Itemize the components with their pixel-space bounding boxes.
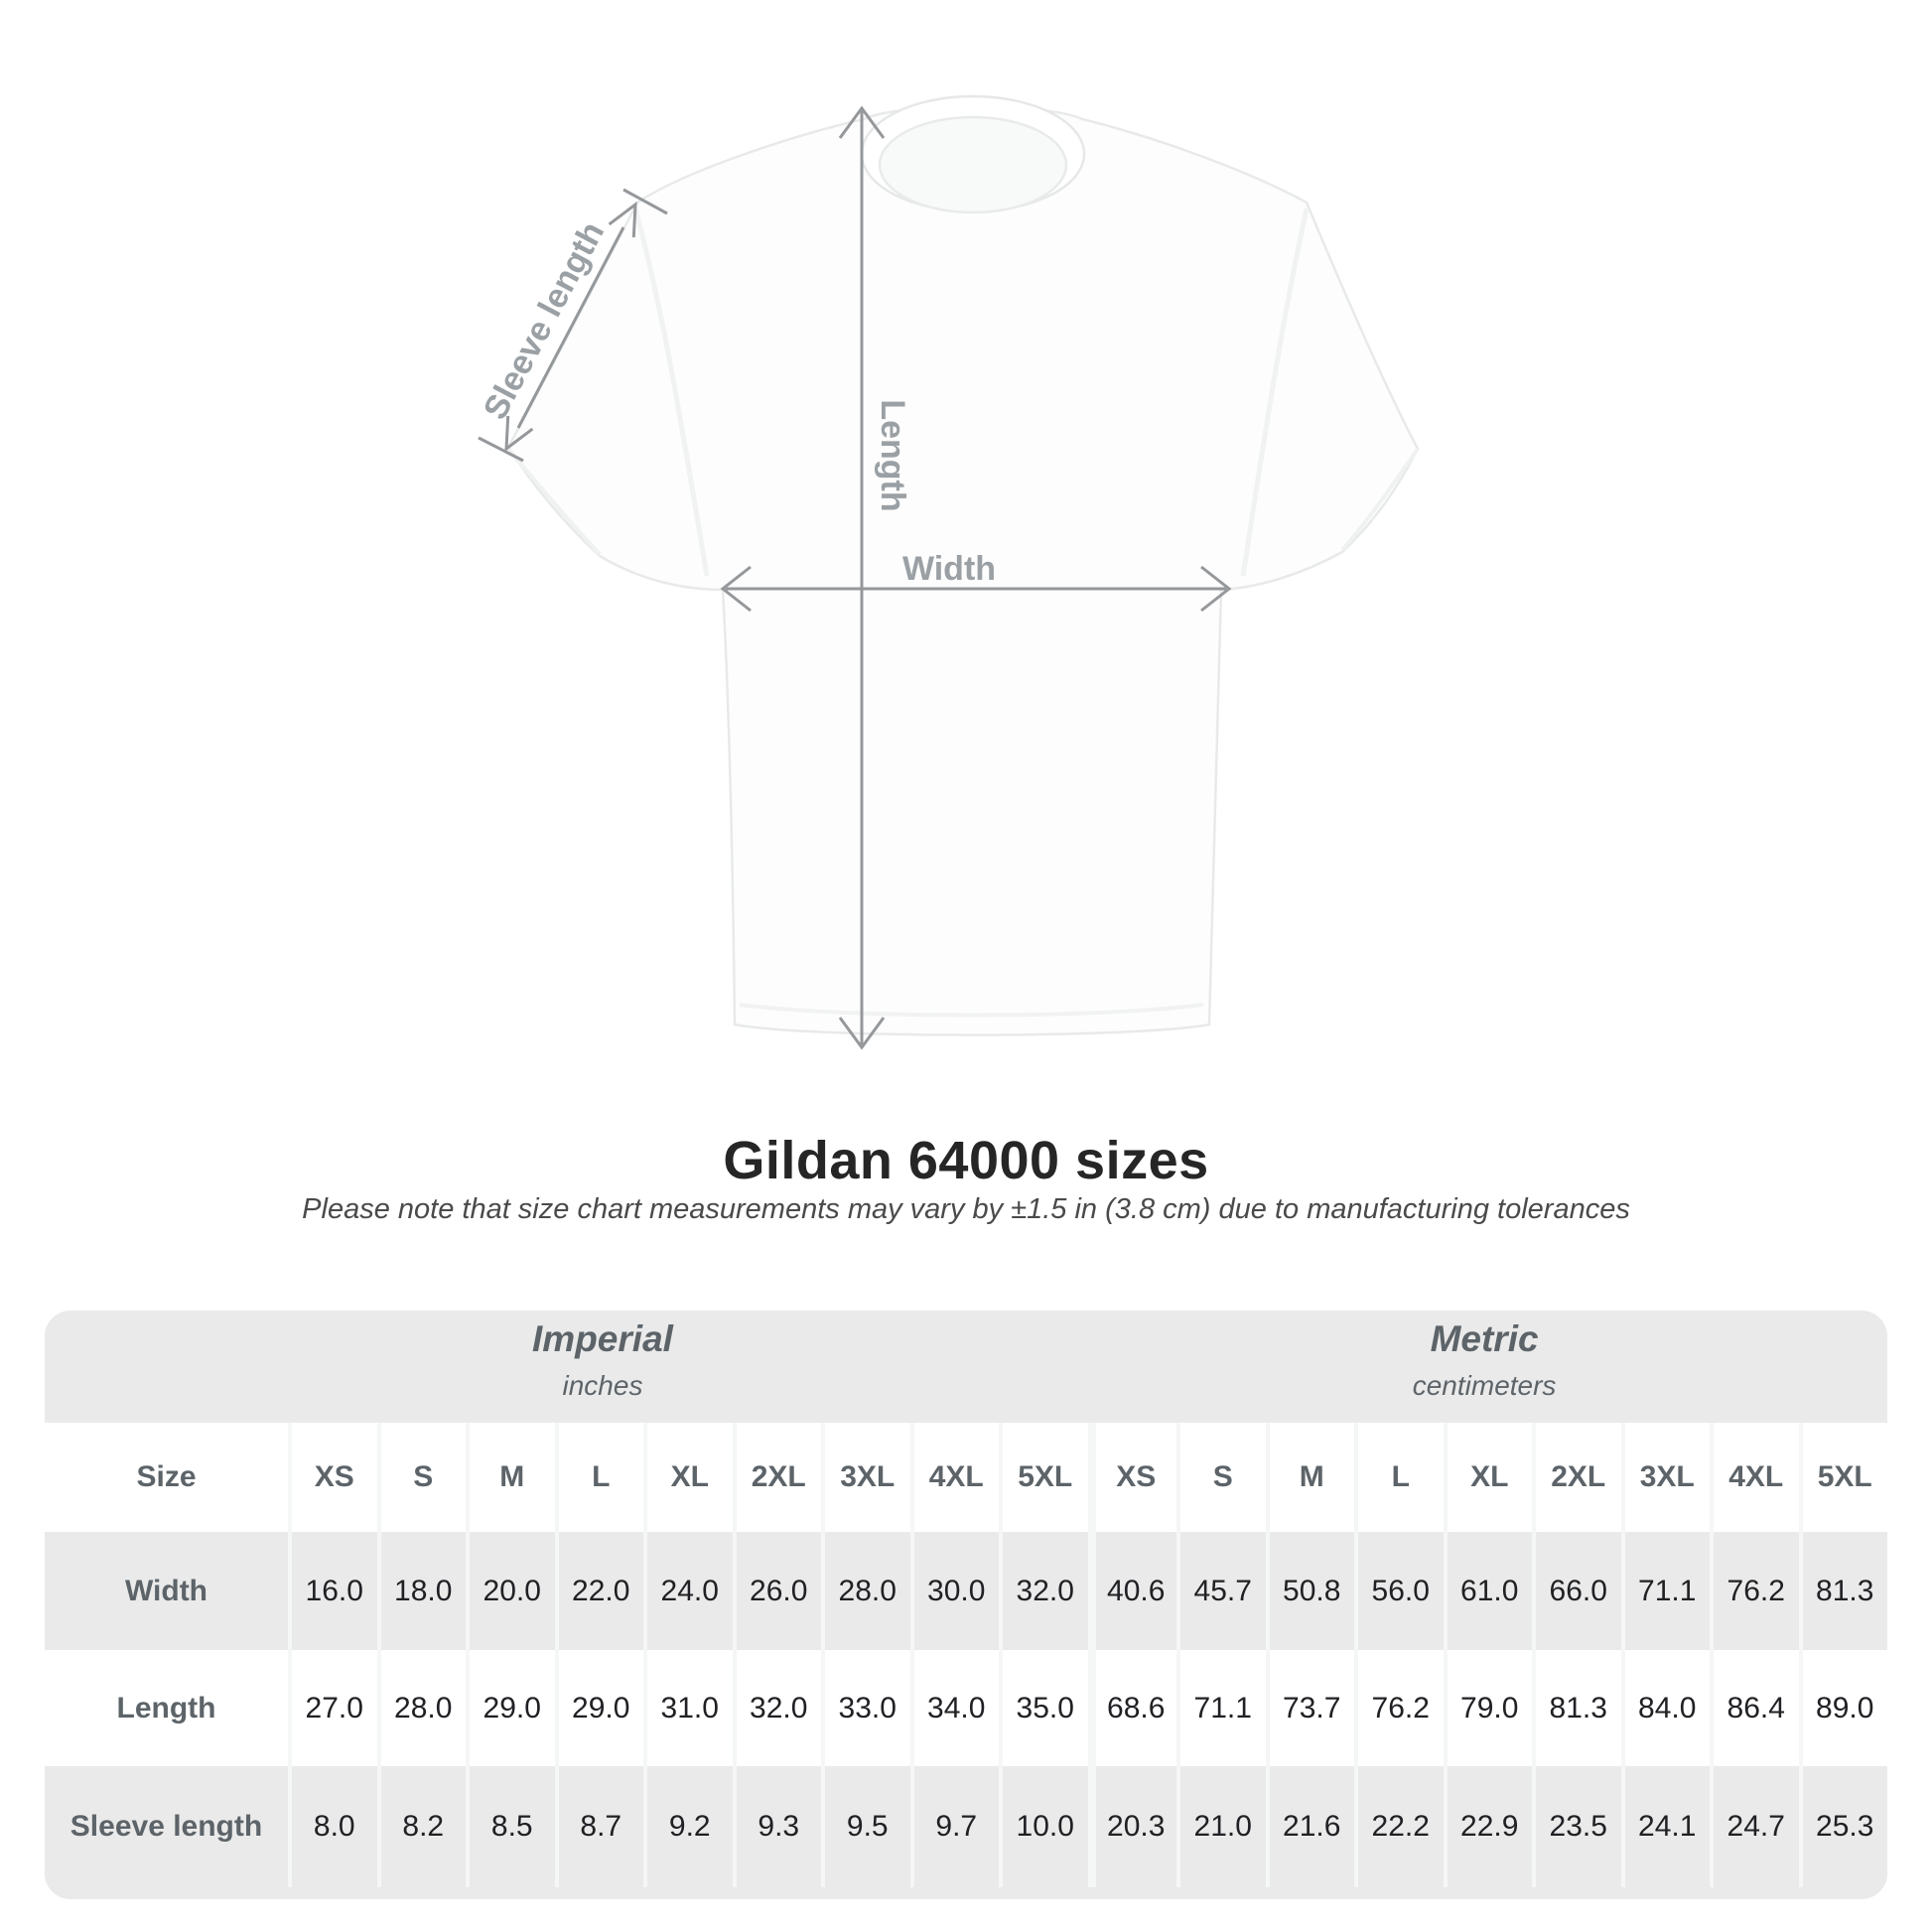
tolerance-note: Please note that size chart measurements…	[302, 1193, 1630, 1225]
width-label: Width	[902, 550, 996, 588]
value-length-metric-3xl: 84.0	[1624, 1650, 1710, 1766]
size-grid: Size XS S M L XL 2XL 3XL 4XL 5XL XS S M L XL 2XL 3XL 4XL 5…	[45, 1423, 1887, 1887]
value-width-imperial-l: 22.0	[558, 1532, 643, 1650]
value-width-imperial-s: 18.0	[380, 1532, 466, 1650]
size-column-header: Size	[45, 1423, 288, 1532]
value-width-metric-xl: 61.0	[1447, 1532, 1532, 1650]
value-length-imperial-4xl: 34.0	[913, 1650, 999, 1766]
size-header-imperial-4xl: 4XL	[913, 1423, 999, 1532]
size-header-metric-m: M	[1269, 1423, 1354, 1532]
row-label-length: Length	[45, 1650, 288, 1766]
sleeve-length-arrow	[478, 188, 668, 463]
value-width-metric-m: 50.8	[1269, 1532, 1354, 1650]
size-header-metric-xl: XL	[1447, 1423, 1532, 1532]
size-header-metric-2xl: 2XL	[1536, 1423, 1621, 1532]
value-width-metric-xs: 40.6	[1091, 1532, 1176, 1650]
value-length-imperial-l: 29.0	[558, 1650, 643, 1766]
metric-unit: centimeters	[1412, 1370, 1557, 1401]
value-length-imperial-3xl: 33.0	[825, 1650, 910, 1766]
value-sleeve-length-imperial-2xl: 9.3	[736, 1766, 821, 1887]
size-header-imperial-m: M	[470, 1423, 555, 1532]
value-sleeve-length-imperial-l: 8.7	[558, 1766, 643, 1887]
value-width-metric-5xl: 81.3	[1802, 1532, 1887, 1650]
unit-header-band: Imperial inches Metric centimeters	[45, 1311, 1887, 1423]
value-length-imperial-m: 29.0	[470, 1650, 555, 1766]
size-header-metric-5xl: 5XL	[1802, 1423, 1887, 1532]
value-width-imperial-xs: 16.0	[292, 1532, 377, 1650]
value-length-metric-s: 71.1	[1180, 1650, 1266, 1766]
size-header-metric-3xl: 3XL	[1624, 1423, 1710, 1532]
value-sleeve-length-metric-l: 22.2	[1358, 1766, 1444, 1887]
value-width-imperial-4xl: 30.0	[913, 1532, 999, 1650]
value-width-imperial-xl: 24.0	[647, 1532, 733, 1650]
value-sleeve-length-metric-2xl: 23.5	[1536, 1766, 1621, 1887]
size-header-imperial-xs: XS	[292, 1423, 377, 1532]
size-header-imperial-xl: XL	[647, 1423, 733, 1532]
tshirt-image	[506, 94, 1420, 1036]
value-width-imperial-2xl: 26.0	[736, 1532, 821, 1650]
page-title: Gildan 64000 sizes	[723, 1131, 1209, 1190]
value-length-imperial-2xl: 32.0	[736, 1650, 821, 1766]
size-header-metric-l: L	[1358, 1423, 1444, 1532]
size-header-imperial-l: L	[558, 1423, 643, 1532]
size-header-imperial-s: S	[380, 1423, 466, 1532]
value-length-imperial-xl: 31.0	[647, 1650, 733, 1766]
tshirt-figure: Sleeve length Length Width	[477, 94, 1420, 1050]
value-length-imperial-xs: 27.0	[292, 1650, 377, 1766]
value-length-metric-xl: 79.0	[1447, 1650, 1532, 1766]
value-sleeve-length-metric-xs: 20.3	[1091, 1766, 1176, 1887]
row-label-width: Width	[45, 1532, 288, 1650]
value-sleeve-length-metric-3xl: 24.1	[1624, 1766, 1710, 1887]
imperial-header: Imperial inches	[532, 1318, 673, 1402]
value-length-metric-m: 73.7	[1269, 1650, 1354, 1766]
size-header-imperial-5xl: 5XL	[1003, 1423, 1088, 1532]
value-width-imperial-5xl: 32.0	[1003, 1532, 1088, 1650]
value-length-metric-l: 76.2	[1358, 1650, 1444, 1766]
value-width-metric-s: 45.7	[1180, 1532, 1266, 1650]
size-header-imperial-3xl: 3XL	[825, 1423, 910, 1532]
length-label: Length	[874, 399, 911, 511]
value-sleeve-length-metric-5xl: 25.3	[1802, 1766, 1887, 1887]
value-width-imperial-m: 20.0	[470, 1532, 555, 1650]
value-width-metric-3xl: 71.1	[1624, 1532, 1710, 1650]
value-length-metric-5xl: 89.0	[1802, 1650, 1887, 1766]
size-header-metric-4xl: 4XL	[1714, 1423, 1799, 1532]
size-header-metric-s: S	[1180, 1423, 1266, 1532]
value-sleeve-length-imperial-xs: 8.0	[292, 1766, 377, 1887]
value-length-metric-4xl: 86.4	[1714, 1650, 1799, 1766]
imperial-unit: inches	[562, 1370, 643, 1401]
value-sleeve-length-imperial-3xl: 9.5	[825, 1766, 910, 1887]
size-header-metric-xs: XS	[1091, 1423, 1176, 1532]
value-sleeve-length-imperial-4xl: 9.7	[913, 1766, 999, 1887]
length-arrow	[838, 105, 886, 1050]
value-width-metric-4xl: 76.2	[1714, 1532, 1799, 1650]
collar-opening	[878, 115, 1068, 214]
value-width-metric-l: 56.0	[1358, 1532, 1444, 1650]
row-label-sleeve-length: Sleeve length	[45, 1766, 288, 1887]
width-arrow	[720, 565, 1232, 613]
value-sleeve-length-imperial-5xl: 10.0	[1003, 1766, 1088, 1887]
value-sleeve-length-imperial-m: 8.5	[470, 1766, 555, 1887]
metric-header: Metric centimeters	[1413, 1318, 1557, 1402]
value-length-imperial-5xl: 35.0	[1003, 1650, 1088, 1766]
value-sleeve-length-metric-s: 21.0	[1180, 1766, 1266, 1887]
value-sleeve-length-metric-xl: 22.9	[1447, 1766, 1532, 1887]
value-sleeve-length-imperial-xl: 9.2	[647, 1766, 733, 1887]
value-length-metric-2xl: 81.3	[1536, 1650, 1621, 1766]
imperial-title: Imperial	[532, 1318, 673, 1359]
value-width-imperial-3xl: 28.0	[825, 1532, 910, 1650]
size-header-imperial-2xl: 2XL	[736, 1423, 821, 1532]
value-length-imperial-s: 28.0	[380, 1650, 466, 1766]
value-sleeve-length-metric-m: 21.6	[1269, 1766, 1354, 1887]
metric-title: Metric	[1430, 1318, 1539, 1359]
value-width-metric-2xl: 66.0	[1536, 1532, 1621, 1650]
size-table: Imperial inches Metric centimeters Size X…	[45, 1311, 1887, 1899]
value-sleeve-length-metric-4xl: 24.7	[1714, 1766, 1799, 1887]
value-length-metric-xs: 68.6	[1091, 1650, 1176, 1766]
value-sleeve-length-imperial-s: 8.2	[380, 1766, 466, 1887]
